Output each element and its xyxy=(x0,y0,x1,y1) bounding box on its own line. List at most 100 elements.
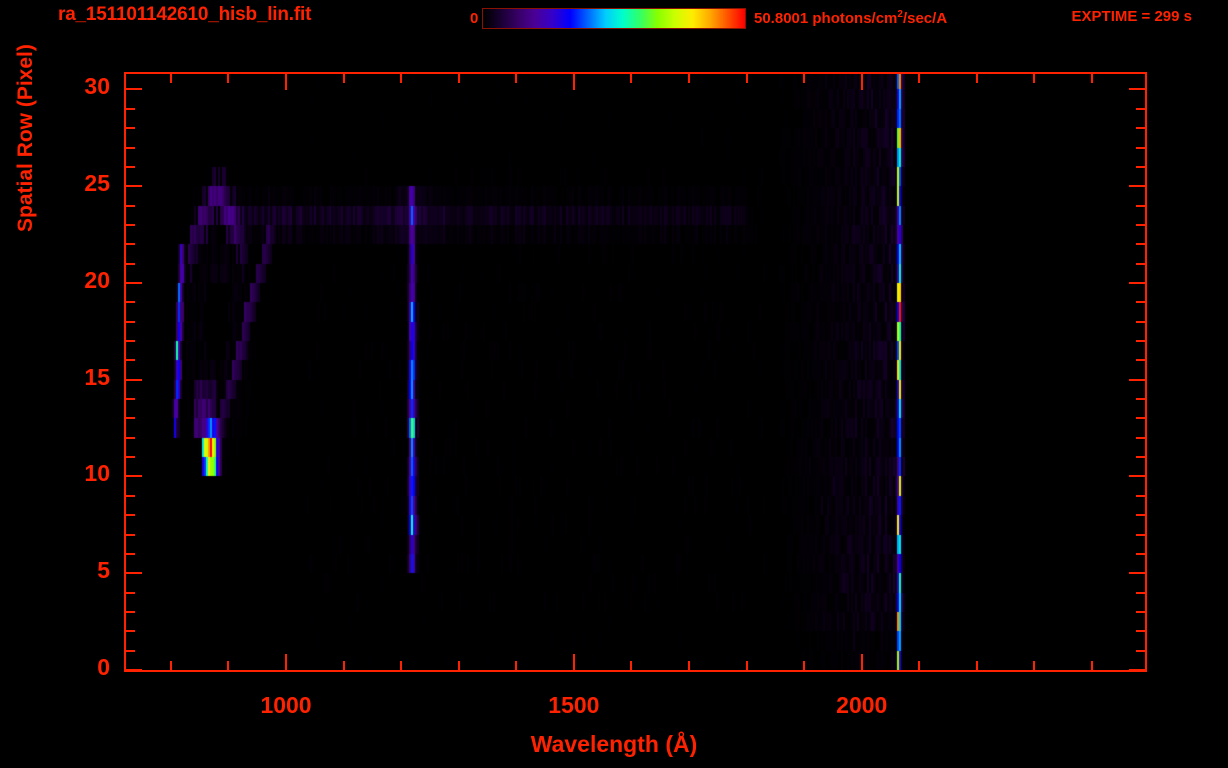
y-tick-minor-right xyxy=(1136,340,1145,342)
y-tick-minor xyxy=(126,495,135,497)
x-tick-minor-top xyxy=(803,74,805,83)
y-tick-major-right xyxy=(1129,88,1145,90)
x-tick-minor-top xyxy=(918,74,920,83)
x-tick-minor-top xyxy=(1033,74,1035,83)
y-tick-minor xyxy=(126,321,135,323)
y-tick-minor-right xyxy=(1136,630,1145,632)
y-tick-minor xyxy=(126,650,135,652)
x-tick-minor xyxy=(458,661,460,670)
spectrum-heatmap xyxy=(126,74,1145,670)
x-tick-label: 1000 xyxy=(260,692,312,718)
y-tick-minor xyxy=(126,630,135,632)
y-tick-minor-right xyxy=(1136,592,1145,594)
y-tick-minor-right xyxy=(1136,263,1145,265)
y-tick-major xyxy=(126,572,142,574)
y-tick-minor-right xyxy=(1136,553,1145,555)
y-tick-minor-right xyxy=(1136,321,1145,323)
y-tick-minor-right xyxy=(1136,108,1145,110)
x-tick-major xyxy=(285,654,287,670)
y-tick-minor-right xyxy=(1136,147,1145,149)
x-tick-minor xyxy=(918,661,920,670)
x-tick-minor-top xyxy=(746,74,748,83)
colorbar-units-prefix: 50.8001 photons/cm xyxy=(754,10,898,27)
y-tick-major-right xyxy=(1129,379,1145,381)
y-tick-minor xyxy=(126,359,135,361)
x-tick-minor-top xyxy=(976,74,978,83)
x-axis-title: Wavelength (Å) xyxy=(530,731,698,757)
exptime-label: EXPTIME = 299 s xyxy=(1071,8,1192,25)
y-tick-minor-right xyxy=(1136,398,1145,400)
y-tick-minor xyxy=(126,398,135,400)
x-tick-minor-top xyxy=(227,74,229,83)
colorbar-max-label: 50.8001 photons/cm2/sec/A xyxy=(754,9,947,27)
y-tick-minor-right xyxy=(1136,495,1145,497)
y-tick-minor xyxy=(126,340,135,342)
y-tick-minor-right xyxy=(1136,359,1145,361)
y-tick-minor xyxy=(126,437,135,439)
y-tick-minor-right xyxy=(1136,456,1145,458)
x-tick-minor xyxy=(803,661,805,670)
x-tick-label: 2000 xyxy=(836,692,888,718)
y-tick-label: 25 xyxy=(84,170,110,197)
x-tick-major xyxy=(861,654,863,670)
y-tick-major xyxy=(126,669,142,671)
y-tick-minor xyxy=(126,611,135,613)
x-tick-minor-top xyxy=(458,74,460,83)
x-tick-minor xyxy=(170,661,172,670)
y-tick-label: 10 xyxy=(84,460,110,487)
y-tick-minor-right xyxy=(1136,417,1145,419)
x-tick-minor xyxy=(227,661,229,670)
y-tick-minor xyxy=(126,553,135,555)
y-tick-minor xyxy=(126,456,135,458)
y-tick-label: 30 xyxy=(84,73,110,100)
page-title: ra_151101142610_hisb_lin.fit xyxy=(58,4,312,25)
y-tick-major xyxy=(126,475,142,477)
y-tick-minor-right xyxy=(1136,166,1145,168)
y-tick-label: 20 xyxy=(84,266,110,293)
x-tick-major-top xyxy=(573,74,575,90)
x-tick-minor xyxy=(1091,661,1093,670)
y-tick-label: 5 xyxy=(97,557,110,584)
x-tick-major-top xyxy=(285,74,287,90)
y-tick-minor-right xyxy=(1136,514,1145,516)
y-tick-minor xyxy=(126,205,135,207)
y-tick-major xyxy=(126,379,142,381)
plot-frame xyxy=(124,72,1147,672)
y-tick-minor xyxy=(126,417,135,419)
x-tick-minor-top xyxy=(170,74,172,83)
colorbar-min-label: 0 xyxy=(470,10,479,27)
y-tick-major-right xyxy=(1129,475,1145,477)
y-tick-minor-right xyxy=(1136,437,1145,439)
y-tick-minor-right xyxy=(1136,127,1145,129)
x-tick-minor xyxy=(515,661,517,670)
y-tick-major-right xyxy=(1129,185,1145,187)
x-tick-minor-top xyxy=(343,74,345,83)
y-tick-minor-right xyxy=(1136,534,1145,536)
x-tick-major-top xyxy=(861,74,863,90)
x-tick-minor xyxy=(343,661,345,670)
y-tick-minor xyxy=(126,108,135,110)
y-tick-minor-right xyxy=(1136,650,1145,652)
y-tick-major-right xyxy=(1129,282,1145,284)
x-tick-major xyxy=(573,654,575,670)
y-tick-label: 0 xyxy=(97,654,110,680)
y-tick-major xyxy=(126,88,142,90)
x-tick-minor xyxy=(400,661,402,670)
y-tick-major-right xyxy=(1129,669,1145,671)
y-tick-minor-right xyxy=(1136,224,1145,226)
colorbar-units-suffix: /sec/A xyxy=(902,10,948,27)
y-tick-minor-right xyxy=(1136,205,1145,207)
x-tick-minor xyxy=(688,661,690,670)
y-tick-minor xyxy=(126,592,135,594)
x-tick-minor xyxy=(1033,661,1035,670)
y-tick-minor-right xyxy=(1136,243,1145,245)
y-tick-minor xyxy=(126,534,135,536)
x-tick-minor-top xyxy=(630,74,632,83)
colorbar-gradient xyxy=(482,8,746,29)
y-axis-title: Spatial Row (Pixel) xyxy=(14,44,37,232)
y-tick-minor xyxy=(126,224,135,226)
x-tick-minor-top xyxy=(515,74,517,83)
y-tick-major-right xyxy=(1129,572,1145,574)
y-tick-minor xyxy=(126,514,135,516)
y-tick-minor xyxy=(126,263,135,265)
